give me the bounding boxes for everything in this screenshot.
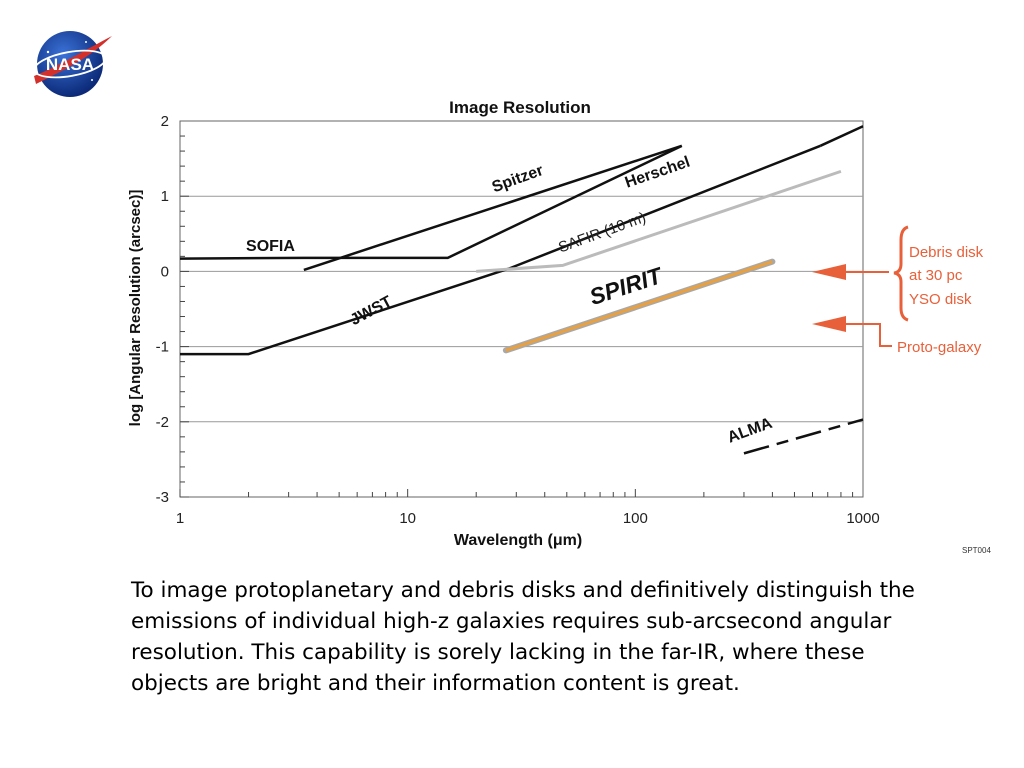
annotation-at-30pc: at 30 pc — [909, 267, 963, 284]
protogalaxy-arrowhead — [812, 316, 846, 332]
y-axis-label: log [Angular Resolution (arcsec)] — [127, 190, 144, 427]
series-line-segment — [819, 125, 864, 147]
y-tick-label: 0 — [161, 263, 169, 280]
series-line-spirit — [505, 260, 773, 352]
resolution-chart: Image Resolution Wavelength (μm) log [An… — [127, 98, 984, 549]
series-line-alma — [743, 418, 864, 455]
annotation-debris-disk: Debris disk — [909, 244, 984, 261]
y-tick-label: -3 — [156, 489, 169, 506]
x-tick-label: 10 — [399, 510, 416, 527]
series-label: Spitzer — [490, 162, 546, 196]
nasa-logo: NASA — [33, 31, 112, 97]
series-line-spitzer — [303, 144, 683, 272]
series-line-jwst — [180, 267, 510, 356]
x-tick-label: 1 — [176, 510, 184, 527]
debris-arrowhead — [812, 264, 846, 280]
y-tick-label: 2 — [161, 113, 169, 130]
y-tick-label: -2 — [156, 414, 169, 431]
description-paragraph: To image protoplanetary and debris disks… — [131, 578, 915, 696]
y-tick-label: 1 — [161, 188, 169, 205]
series-line-safir-10-m — [476, 169, 842, 273]
y-tick-label: -1 — [156, 339, 169, 356]
series-label: SOFIA — [246, 238, 295, 255]
chart-title: Image Resolution — [449, 98, 591, 117]
series-label: ALMA — [725, 415, 775, 447]
annotation-proto-galaxy: Proto-galaxy — [897, 339, 982, 356]
plot-frame — [179, 120, 864, 498]
debris-bracket — [893, 225, 909, 322]
series-line-sofia — [179, 144, 683, 260]
svg-text:NASA: NASA — [46, 55, 94, 74]
annotation-yso-disk: YSO disk — [909, 291, 972, 308]
x-axis-label: Wavelength (μm) — [454, 532, 582, 549]
x-tick-label: 1000 — [846, 510, 879, 527]
series-label: Herschel — [623, 154, 692, 192]
figure-code: SPT004 — [962, 546, 991, 555]
protogalaxy-arrow — [838, 323, 892, 347]
series-line-herschel — [509, 144, 821, 270]
series-label: SAFIR (10 m) — [556, 209, 648, 256]
x-tick-label: 100 — [623, 510, 648, 527]
series-label: JWST — [348, 293, 395, 329]
